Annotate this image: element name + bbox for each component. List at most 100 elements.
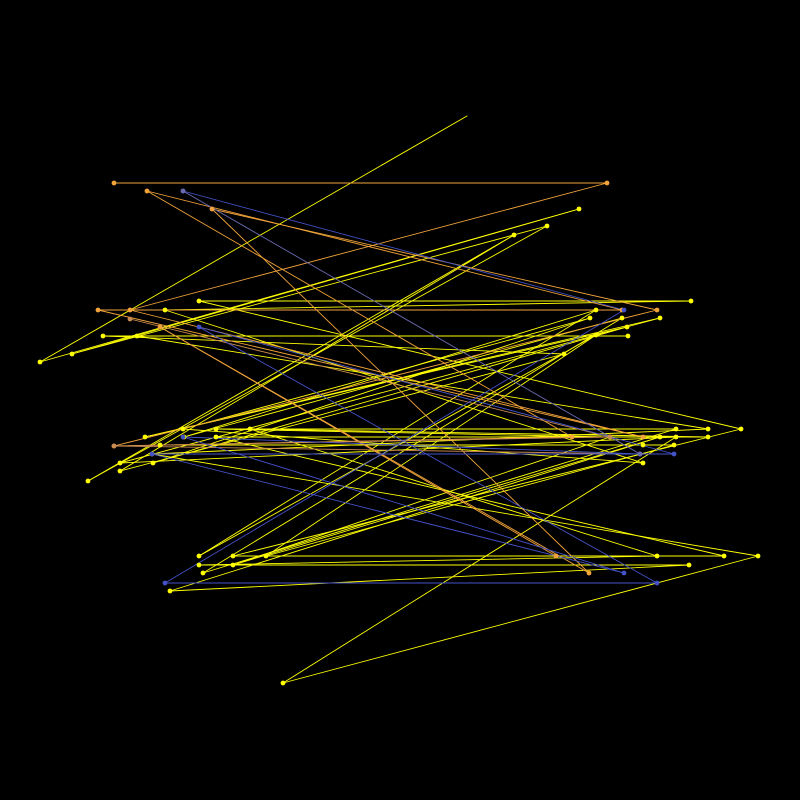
graph-node-yellow	[230, 562, 236, 568]
graph-node-yellow	[117, 468, 123, 474]
graph-node-yellow	[150, 460, 156, 466]
graph-edge-tan	[113, 436, 611, 447]
graph-edge-orange	[146, 190, 573, 438]
graph-node-yellow	[213, 434, 219, 440]
graph-node-yellow	[705, 426, 711, 432]
graph-node-blue	[671, 451, 677, 457]
graph-edge-yellow	[265, 334, 597, 557]
graph-node-tan	[111, 443, 117, 449]
graph-node-blue	[196, 324, 202, 330]
graph-node-yellow	[625, 333, 631, 339]
graph-node-yellow	[167, 588, 173, 594]
graph-edge-yellow	[119, 234, 515, 472]
graph-edge-blue	[164, 309, 625, 584]
graph-edge-yellow	[249, 428, 709, 438]
graph-node-yellow	[196, 562, 202, 568]
graph-edge-yellow	[282, 436, 677, 684]
graph-node-blue	[180, 434, 186, 440]
graph-node-yellow	[162, 307, 168, 313]
graph-node-orange	[553, 553, 559, 559]
nodes-layer	[37, 180, 761, 686]
graph-node-yellow	[180, 426, 186, 432]
graph-edge-yellow	[151, 428, 709, 455]
graph-edge-yellow	[71, 225, 548, 355]
graph-node-slate	[180, 188, 186, 194]
graph-node-orange	[640, 434, 646, 440]
graph-node-yellow	[280, 680, 286, 686]
graph-edge-tan	[129, 318, 611, 438]
graph-node-yellow	[37, 359, 43, 365]
graph-node-yellow	[157, 442, 163, 448]
graph-node-yellow	[247, 426, 253, 432]
graph-node-tan	[607, 434, 613, 440]
graph-node-yellow	[511, 232, 517, 238]
graph-node-yellow	[755, 553, 761, 559]
graph-node-yellow	[587, 315, 593, 321]
graph-node-yellow	[657, 434, 663, 440]
graph-node-yellow	[544, 223, 550, 229]
graph-node-yellow	[624, 324, 630, 330]
graph-node-orange	[157, 324, 163, 330]
graph-node-yellow	[673, 434, 679, 440]
graph-edge-yellow	[87, 234, 515, 482]
graph-node-orange	[586, 570, 592, 576]
graph-node-orange	[209, 206, 215, 212]
graph-edge-blue	[182, 436, 641, 455]
graph-node-slate	[637, 451, 643, 457]
graph-node-tan	[127, 316, 133, 322]
graph-edge-orange	[113, 309, 658, 447]
graph-node-yellow	[200, 570, 206, 576]
graph-node-orange	[604, 180, 610, 186]
graph-edge-blue	[151, 453, 625, 574]
graph-node-yellow	[593, 332, 599, 338]
graph-node-orange	[127, 307, 133, 313]
graph-edge-orange	[97, 309, 644, 438]
graph-node-yellow	[671, 442, 677, 448]
graph-node-yellow	[657, 315, 663, 321]
graph-node-yellow	[263, 553, 269, 559]
graph-node-yellow	[196, 553, 202, 559]
graph-edge-yellow	[39, 115, 468, 363]
graph-node-blue	[149, 451, 155, 457]
graph-node-yellow	[576, 206, 582, 212]
graph-node-orange	[654, 307, 660, 313]
graph-node-yellow	[100, 333, 106, 339]
graph-node-yellow	[640, 460, 646, 466]
edges-layer	[39, 115, 759, 684]
graph-node-blue	[621, 307, 627, 313]
graph-edge-yellow	[265, 444, 675, 557]
graph-edge-blue	[198, 326, 658, 584]
graph-edge-yellow	[198, 334, 597, 557]
graph-edge-yellow	[198, 300, 742, 430]
graph-edge-yellow	[169, 436, 661, 592]
graph-node-yellow	[593, 307, 599, 313]
graph-node-yellow	[196, 298, 202, 304]
graph-edge-yellow	[169, 564, 690, 592]
graph-edge-orange	[211, 208, 658, 311]
graph-edge-yellow	[102, 335, 565, 355]
graph-edge-yellow	[232, 436, 661, 566]
graph-edge-blue	[198, 326, 675, 455]
graph-node-yellow	[69, 351, 75, 357]
graph-node-yellow	[142, 434, 148, 440]
graph-edge-slate	[182, 190, 641, 455]
graph-node-blue	[162, 580, 168, 586]
graph-node-yellow	[688, 298, 694, 304]
graph-node-yellow	[117, 460, 123, 466]
graph-edge-yellow	[164, 300, 692, 311]
graph-edge-orange	[211, 208, 590, 574]
graph-node-blue	[621, 570, 627, 576]
graph-node-orange	[111, 180, 117, 186]
graph-node-yellow	[85, 478, 91, 484]
graph-node-blue	[654, 580, 660, 586]
graph-edge-yellow	[282, 555, 759, 684]
graph-node-orange	[144, 188, 150, 194]
graph-node-orange	[569, 434, 575, 440]
graph-edge-yellow	[249, 428, 658, 557]
graph-edge-yellow	[232, 436, 611, 566]
graph-edge-blue	[182, 190, 625, 311]
graph-node-yellow	[738, 426, 744, 432]
graph-node-yellow	[721, 553, 727, 559]
